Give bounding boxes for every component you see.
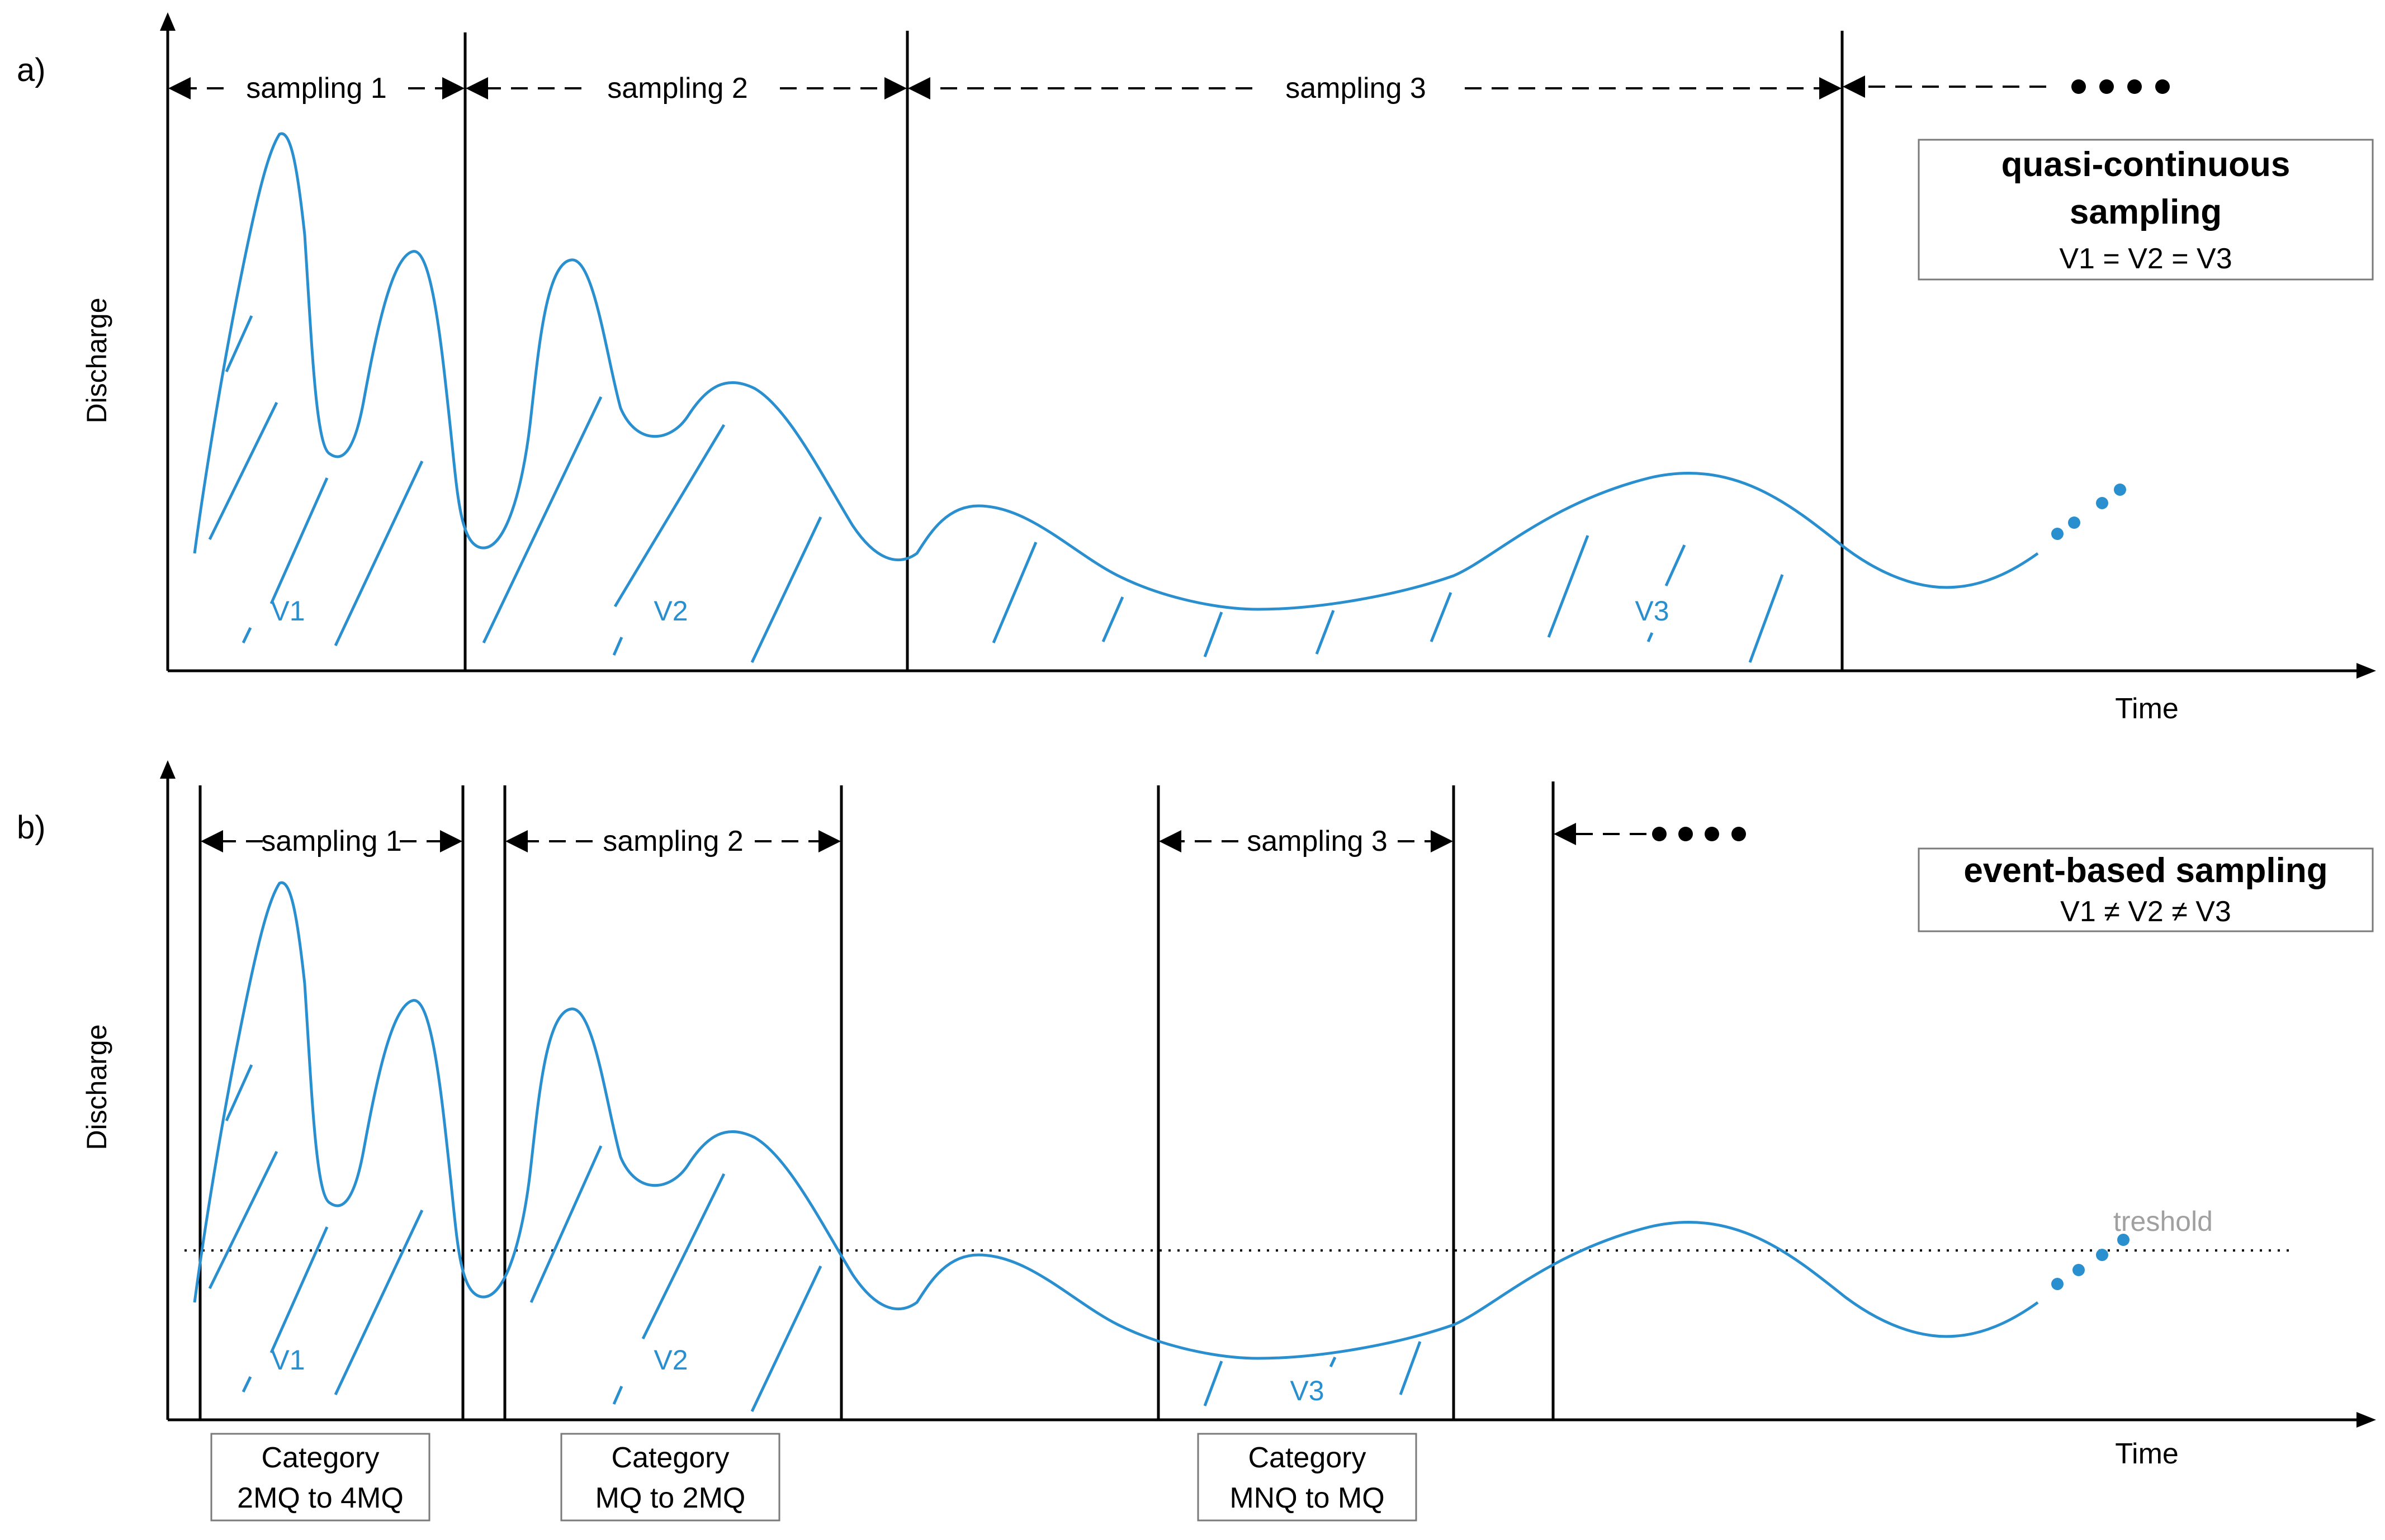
category-2-line1: Category — [612, 1442, 730, 1474]
panel-b-info-title: event-based sampling — [1963, 851, 2327, 890]
panel-a-info-title-2: sampling — [2070, 193, 2222, 231]
panel-a-continuation-dots — [2071, 79, 2170, 94]
panel-b-info-box — [1918, 847, 2374, 932]
panel-b-continuation-dots — [1652, 827, 1746, 841]
panel-b-curve-continuation-dots — [2051, 1234, 2130, 1290]
panel-a-curve-continuation-dots — [2051, 484, 2126, 540]
panel-b-sampling-2: sampling 2 — [603, 825, 743, 857]
panel-b-volume-v2: V2 — [654, 1344, 688, 1376]
panel-a-label: a) — [17, 52, 46, 88]
threshold-label: treshold — [2113, 1206, 2213, 1237]
panel-a-hatch-v2 — [482, 396, 822, 664]
category-box-2: Category MQ to 2MQ — [560, 1433, 780, 1522]
panel-b-volume-v1: V1 — [271, 1344, 305, 1376]
panel-b-sampling-3: sampling 3 — [1247, 825, 1387, 857]
panel-a-volume-v1: V1 — [271, 595, 305, 627]
panel-b-sampling-1: sampling 1 — [261, 825, 401, 857]
panel-b-label: b) — [17, 809, 46, 846]
panel-a-x-arrowhead — [2356, 663, 2376, 679]
panel-a: a) Discharge Time sampling 1 sampling 2 … — [17, 12, 2376, 725]
panel-b-hatch-v3 — [1203, 1341, 1422, 1406]
panel-a-y-arrowhead — [160, 12, 176, 31]
category-1-line2: 2MQ to 4MQ — [237, 1482, 404, 1514]
category-2-line2: MQ to 2MQ — [595, 1482, 746, 1514]
panel-a-volume-v2: V2 — [654, 595, 688, 627]
panel-b-y-arrowhead — [160, 760, 176, 779]
category-box-3: Category MNQ to MQ — [1197, 1433, 1417, 1522]
panel-b-xlabel: Time — [2115, 1438, 2179, 1470]
panel-a-ylabel: Discharge — [81, 297, 112, 423]
panel-b-hatch-v1 — [208, 1064, 424, 1396]
panel-a-xlabel: Time — [2115, 693, 2179, 725]
panel-b-ylabel: Discharge — [81, 1024, 112, 1150]
panel-b-hatch-v2 — [529, 1145, 822, 1413]
panel-a-hatch-v3 — [992, 535, 1784, 663]
panel-a-hatch-v1 — [208, 315, 424, 647]
panel-b-volume-v3: V3 — [1290, 1375, 1324, 1406]
panel-b-discharge-curve — [193, 881, 2039, 1360]
panel-a-info-box — [1918, 139, 2374, 281]
category-3-line1: Category — [1248, 1442, 1366, 1474]
panel-a-sampling-3: sampling 3 — [1285, 72, 1426, 105]
panel-a-info-title-1: quasi-continuous — [2001, 145, 2291, 184]
panel-a-discharge-curve — [193, 132, 2039, 611]
panel-a-sampling-1: sampling 1 — [246, 72, 386, 105]
category-box-1: Category 2MQ to 4MQ — [210, 1433, 430, 1522]
category-3-line2: MNQ to MQ — [1229, 1482, 1384, 1514]
panel-a-sampling-2: sampling 2 — [607, 72, 747, 105]
panel-b: b) Discharge Time sampling 1 sampling 2 … — [17, 760, 2376, 1522]
panel-b-info-relation: V1 ≠ V2 ≠ V3 — [2060, 895, 2231, 928]
category-1-line1: Category — [262, 1442, 380, 1474]
panel-a-info-relation: V1 = V2 = V3 — [2059, 243, 2232, 275]
panel-a-volume-v3: V3 — [1635, 595, 1669, 627]
panel-b-x-arrowhead — [2356, 1412, 2376, 1428]
